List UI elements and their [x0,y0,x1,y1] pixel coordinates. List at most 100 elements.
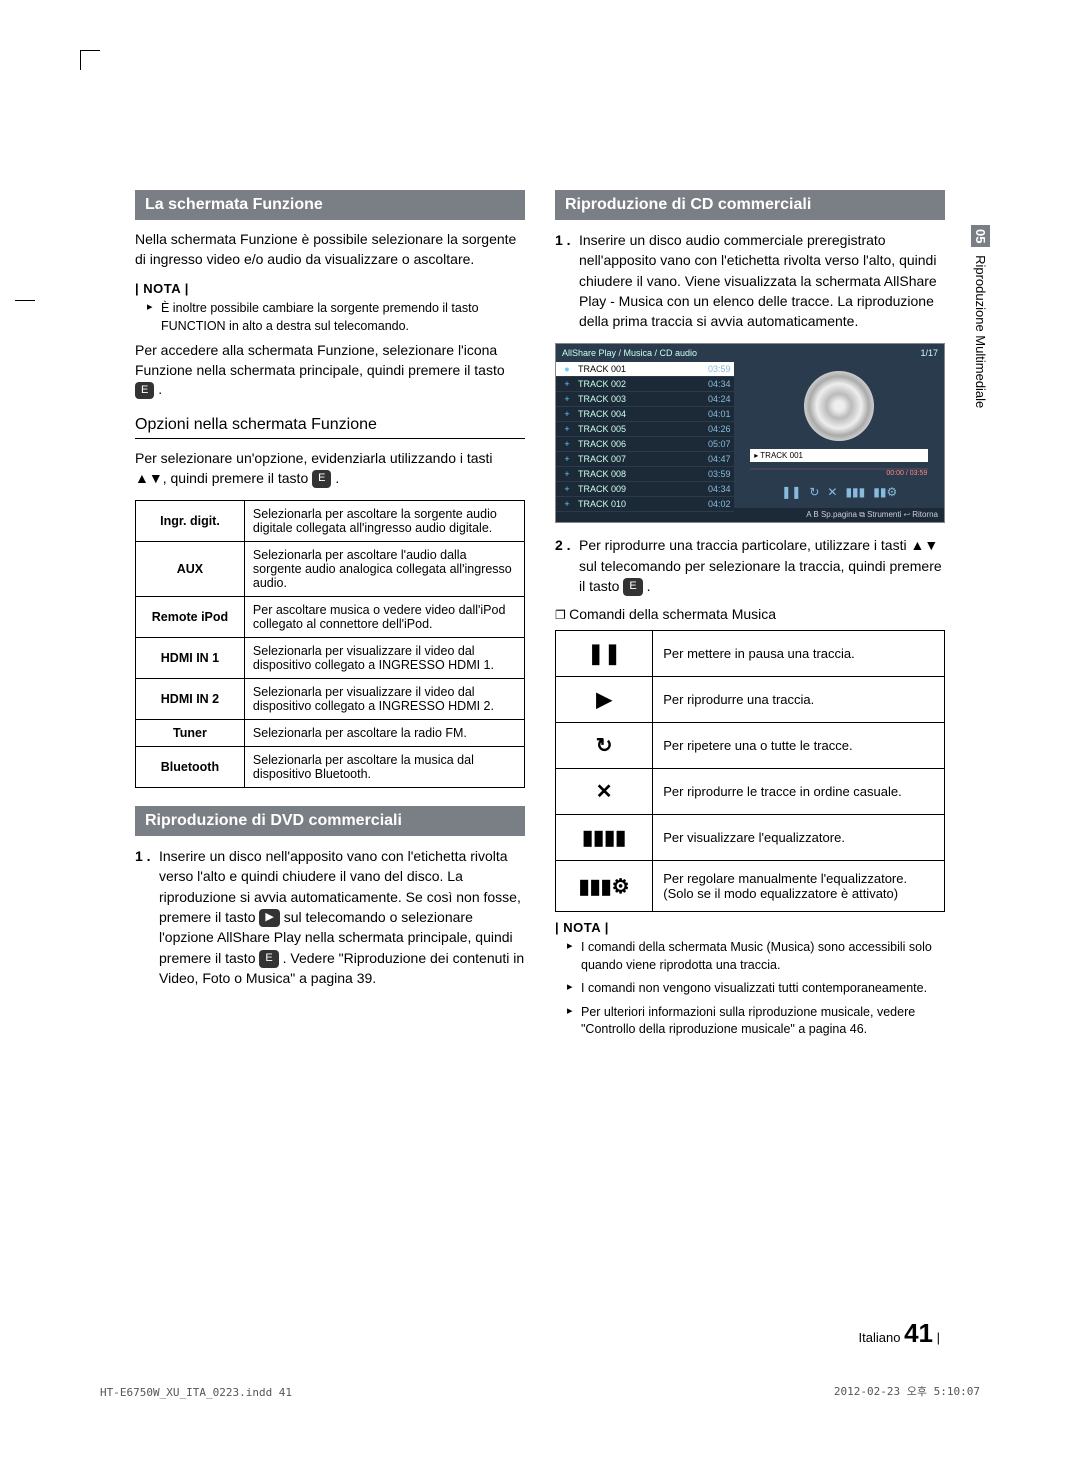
page-number: Italiano 41 | [859,1318,940,1349]
player-controls: ❚❚ ↻ ✕ ▮▮▮ ▮▮⚙ [781,485,897,499]
track-row: +TRACK 00704:47 [556,452,734,467]
step-number: 2 . [555,535,571,555]
chapter-number: 05 [971,225,990,247]
now-playing-label: ▸ TRACK 001 [750,449,928,462]
control-desc: Per regolare manualmente l'equalizzatore… [653,861,945,912]
option-desc: Selezionarla per visualizzare il video d… [244,638,524,679]
table-row: ▮▮▮⚙Per regolare manualmente l'equalizza… [556,861,945,912]
text: . [158,381,162,397]
option-label: Tuner [136,720,245,747]
crop-mark [15,300,35,301]
step-number: 1 . [555,230,571,250]
nota-item: I comandi non vengono visualizzati tutti… [567,980,945,998]
option-label: Remote iPod [136,597,245,638]
track-row: +TRACK 00904:34 [556,482,734,497]
table-row: ✕Per riprodurre le tracce in ordine casu… [556,769,945,815]
page-num-value: 41 [904,1318,933,1348]
track-row: ●TRACK 00103:59 [556,362,734,377]
cd-step-2: 2 . Per riprodurre una traccia particola… [555,535,945,596]
time-label: 00:00 / 03:59 [886,470,927,477]
enter-button-icon: E [623,578,642,596]
track-row: +TRACK 00605:07 [556,437,734,452]
breadcrumb: AllShare Play / Musica / CD audio [562,348,697,358]
option-desc: Per ascoltare musica o vedere video dall… [244,597,524,638]
nota-label: NOTA [135,281,525,296]
subheading-comandi: Comandi della schermata Musica [555,606,945,622]
play-button-icon: ▶ [259,909,279,927]
chapter-side-tab: 05 Riproduzione Multimediale [971,225,990,408]
nota-list: I comandi della schermata Music (Musica)… [555,939,945,1039]
progress-bar [750,468,928,470]
track-row: +TRACK 00803:59 [556,467,734,482]
funzione-intro: Nella schermata Funzione è possibile sel… [135,230,525,269]
track-row: +TRACK 00504:26 [556,422,734,437]
track-row: +TRACK 01004:02 [556,497,734,512]
subheading-opzioni: Opzioni nella schermata Funzione [135,416,525,439]
chapter-title: Riproduzione Multimediale [973,255,988,408]
disc-icon [804,371,874,441]
option-desc: Selezionarla per visualizzare il video d… [244,679,524,720]
shuffle-icon: ✕ [827,485,837,499]
text: . [335,470,339,486]
control-desc: Per mettere in pausa una traccia. [653,631,945,677]
cd-step-1: 1 . Inserire un disco audio commerciale … [555,230,945,331]
track-row: +TRACK 00304:24 [556,392,734,407]
enter-button-icon: E [312,470,331,487]
track-counter: 1/17 [920,348,938,358]
left-column: La schermata Funzione Nella schermata Fu… [135,190,525,1359]
option-label: AUX [136,542,245,597]
nota-item: È inoltre possibile cambiare la sorgente… [147,300,525,335]
table-row: BluetoothSelezionarla per ascoltare la m… [136,747,525,788]
control-icon: ❚❚ [556,631,653,677]
screenshot-footer: A B Sp.pagina ⧉ Strumenti ↩ Ritorna [806,510,938,520]
step-number: 1 . [135,846,151,866]
table-row: AUXSelezionarla per ascoltare l'audio da… [136,542,525,597]
table-row: ❚❚Per mettere in pausa una traccia. [556,631,945,677]
dvd-step-1: 1 . Inserire un disco nell'apposito vano… [135,846,525,988]
option-desc: Selezionarla per ascoltare la sorgente a… [244,501,524,542]
track-list: ●TRACK 00103:59+TRACK 00204:34+TRACK 003… [556,362,734,508]
table-row: HDMI IN 2Selezionarla per visualizzare i… [136,679,525,720]
opzioni-intro: Per selezionare un'opzione, evidenziarla… [135,449,525,488]
allshare-play-screenshot: AllShare Play / Musica / CD audio 1/17 ●… [555,343,945,523]
nota-label: NOTA [555,920,945,935]
control-icon: ▶ [556,677,653,723]
table-row: Ingr. digit.Selezionarla per ascoltare l… [136,501,525,542]
print-footer-right: 2012-02-23 오후 5:10:07 [834,1383,980,1399]
option-desc: Selezionarla per ascoltare l'audio dalla… [244,542,524,597]
track-row: +TRACK 00204:34 [556,377,734,392]
table-row: ▶Per riprodurre una traccia. [556,677,945,723]
eq-set-icon: ▮▮⚙ [873,485,897,499]
control-desc: Per riprodurre una traccia. [653,677,945,723]
control-desc: Per visualizzare l'equalizzatore. [653,815,945,861]
option-label: Bluetooth [136,747,245,788]
screenshot-header: AllShare Play / Musica / CD audio 1/17 [556,344,944,362]
table-row: ▮▮▮▮Per visualizzare l'equalizzatore. [556,815,945,861]
enter-button-icon: E [259,950,278,968]
right-column: Riproduzione di CD commerciali 1 . Inser… [555,190,945,1359]
pipe: | [937,1330,940,1345]
pause-icon: ❚❚ [781,485,801,499]
option-label: HDMI IN 2 [136,679,245,720]
control-icon: ▮▮▮⚙ [556,861,653,912]
option-desc: Selezionarla per ascoltare la musica dal… [244,747,524,788]
track-row: +TRACK 00404:01 [556,407,734,422]
eq-icon: ▮▮▮ [845,485,865,499]
repeat-icon: ↻ [809,485,819,499]
nota-item: Per ulteriori informazioni sulla riprodu… [567,1004,945,1039]
option-label: Ingr. digit. [136,501,245,542]
language-label: Italiano [859,1330,901,1345]
nota-item: I comandi della schermata Music (Musica)… [567,939,945,974]
option-label: HDMI IN 1 [136,638,245,679]
crop-mark [80,50,100,70]
control-icon: ▮▮▮▮ [556,815,653,861]
control-desc: Per ripetere una o tutte le tracce. [653,723,945,769]
control-icon: ✕ [556,769,653,815]
screenshot-body: ●TRACK 00103:59+TRACK 00204:34+TRACK 003… [556,362,944,508]
options-table: Ingr. digit.Selezionarla per ascoltare l… [135,500,525,788]
control-icon: ↻ [556,723,653,769]
text: . [647,578,651,594]
print-footer-left: HT-E6750W_XU_ITA_0223.indd 41 [100,1386,292,1399]
table-row: TunerSelezionarla per ascoltare la radio… [136,720,525,747]
table-row: HDMI IN 1Selezionarla per visualizzare i… [136,638,525,679]
